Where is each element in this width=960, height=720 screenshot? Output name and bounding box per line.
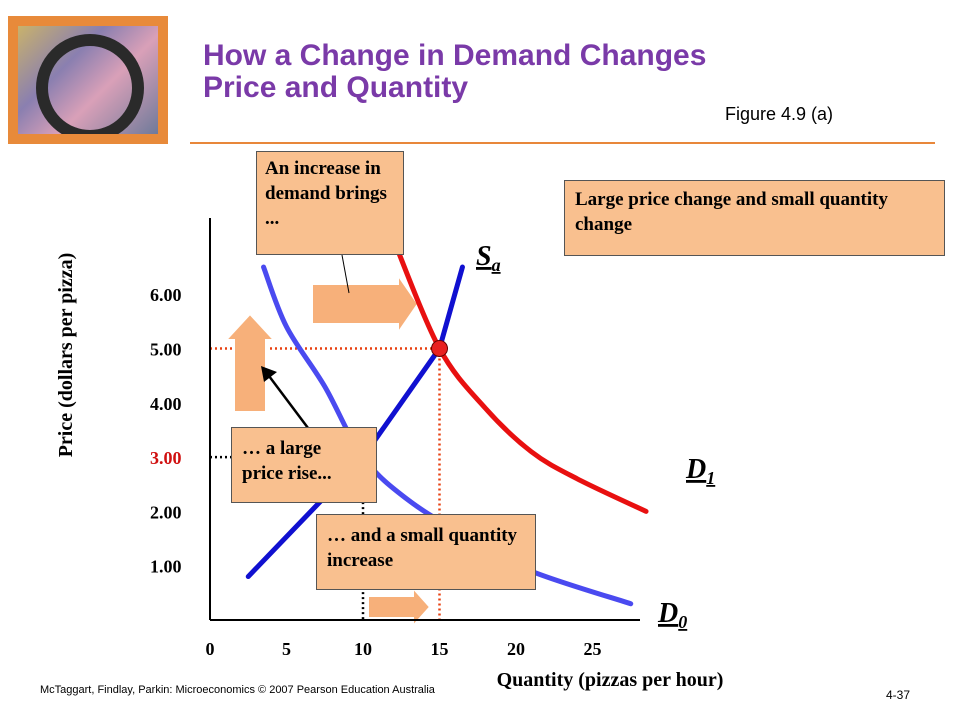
price-rise-pointer-head [261, 366, 277, 382]
demand-shift-arrow [311, 271, 420, 337]
slide-title: How a Change in Demand Changes Price and… [203, 40, 933, 104]
increase-pointer-line [341, 254, 350, 294]
shift-arrows [223, 254, 432, 629]
title-line-2: Price and Quantity [203, 71, 469, 104]
y-tick-label: 5.00 [150, 340, 182, 360]
figure-reference: Figure 4.9 (a) [725, 104, 834, 124]
x-tick-label: 15 [431, 639, 449, 659]
x-tick-label: 25 [584, 639, 602, 659]
callout-price-rise: … a large price rise... [231, 427, 377, 503]
price-rise-arrow [223, 312, 277, 413]
logo [8, 16, 168, 144]
curve-label-sa: Sa [476, 241, 501, 275]
quantity-increase-arrow [367, 585, 432, 629]
curve-label-d0: D0 [657, 598, 687, 632]
page-number: 4-37 [886, 688, 911, 702]
curve-sa [245, 264, 465, 580]
y-axis-label: Price (dollars per pizza) [55, 253, 77, 458]
y-tick-label: 4.00 [150, 394, 182, 414]
callout-quantity-increase: … and a small quantity increase [316, 514, 536, 590]
logo-artwork [18, 26, 158, 134]
price-rise-pointer-line [265, 371, 309, 429]
tick-labels: 1.00 2.00 3.00 4.00 5.00 6.00 0 5 10 15 20 25 [150, 285, 602, 659]
x-axis-label: Quantity (pizzas per hour) [497, 669, 724, 691]
y-tick-label: 3.00 [150, 448, 182, 468]
title-line-1: How a Change in Demand Changes [203, 39, 707, 72]
y-tick-label: 1.00 [150, 557, 182, 577]
footer-citation: McTaggart, Findlay, Parkin: Microeconomi… [40, 684, 435, 696]
x-tick-label: 10 [354, 639, 372, 659]
equilibrium-point-new [431, 340, 448, 357]
x-tick-label: 20 [507, 639, 525, 659]
curve-label-d1: D1 [685, 454, 715, 488]
title-divider [190, 142, 935, 144]
curve-d1 [391, 237, 649, 514]
x-tick-label: 0 [206, 639, 215, 659]
curve-labels: Sa D1 D0 [476, 241, 715, 632]
callout-increase-in-demand: An increase in demand brings ... [256, 151, 404, 255]
callout-summary: Large price change and small quantity ch… [564, 180, 945, 256]
y-tick-label: 2.00 [150, 502, 182, 522]
x-tick-label: 5 [282, 639, 291, 659]
y-tick-label: 6.00 [150, 285, 182, 305]
axes [209, 218, 640, 621]
